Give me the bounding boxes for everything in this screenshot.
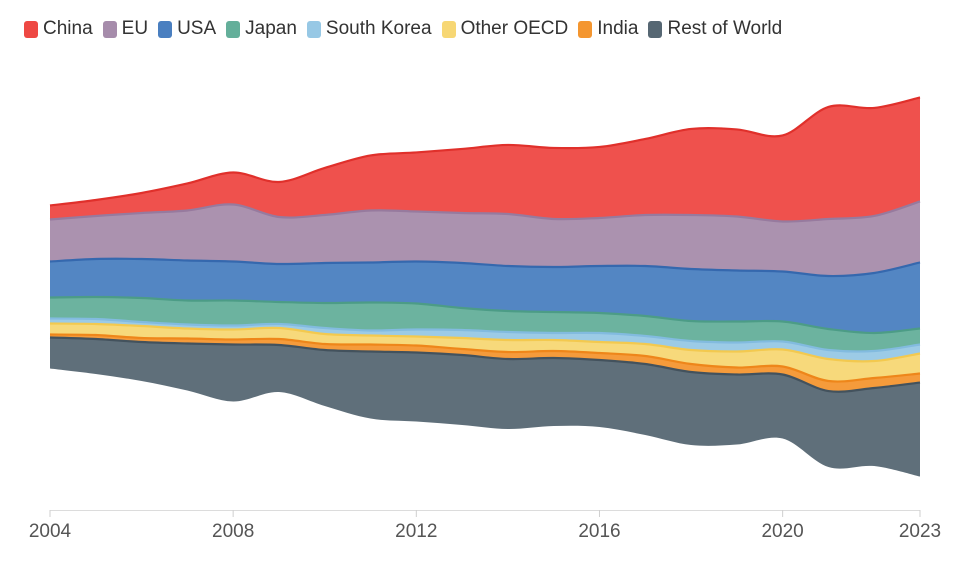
legend-swatch — [158, 20, 173, 38]
legend-item-japan[interactable]: Japan — [226, 17, 297, 41]
x-axis: 2004 2008 2012 2016 2020 2023 — [29, 510, 941, 542]
stream-layer-eu[interactable] — [50, 201, 920, 277]
x-tick-label: 2012 — [395, 521, 437, 542]
stream-layer-usa[interactable] — [50, 258, 920, 334]
x-tick-label: 2023 — [899, 521, 941, 542]
legend-label: USA — [177, 18, 217, 39]
legend-item-rest-of-world[interactable]: Rest of World — [648, 17, 782, 41]
stream-layer-rest-of-world[interactable] — [50, 337, 920, 477]
legend-swatch — [306, 20, 321, 38]
legend-item-china[interactable]: China — [24, 17, 93, 41]
legend-swatch — [648, 20, 663, 38]
legend-swatch — [578, 20, 593, 38]
legend-label: China — [43, 18, 93, 39]
legend-item-south-korea[interactable]: South Korea — [306, 17, 432, 41]
legend-label: Other OECD — [460, 18, 569, 39]
x-tick-label: 2016 — [578, 521, 620, 542]
stream-edge-japan — [49, 295, 921, 335]
stream-layer-india[interactable] — [50, 334, 920, 392]
legend-item-eu[interactable]: EU — [102, 17, 149, 41]
legend-label: Rest of World — [667, 18, 783, 39]
legend-label: India — [597, 18, 639, 39]
legend-label: Japan — [245, 18, 297, 39]
legend-swatch — [24, 20, 38, 38]
legend-swatch — [441, 20, 456, 38]
legend-item-usa[interactable]: USA — [158, 17, 216, 41]
stream-layer-japan[interactable] — [50, 296, 920, 352]
legend-swatch — [102, 20, 117, 38]
stream-edge-south-korea — [49, 317, 921, 353]
x-tick-label: 2004 — [29, 521, 72, 542]
stream-layer-china[interactable] — [50, 97, 920, 222]
stream-edge-other-oecd — [49, 322, 921, 363]
stream-edge-usa — [49, 257, 921, 278]
stream-edge-rest-of-world — [49, 336, 921, 393]
stream-edge-india — [49, 333, 921, 383]
x-tick-label: 2020 — [761, 521, 803, 542]
legend-swatch — [226, 20, 241, 38]
legend-item-india[interactable]: India — [578, 17, 638, 41]
stream-edge-china — [49, 96, 921, 207]
stream-layers — [50, 97, 920, 477]
legend-label: South Korea — [325, 18, 432, 39]
legend-item-other-oecd[interactable]: Other OECD — [441, 17, 569, 41]
stream-edge-eu — [49, 200, 921, 223]
x-tick-label: 2008 — [212, 521, 254, 542]
chart-legend: China EU USA Japan South Korea Other OEC… — [24, 17, 782, 41]
legend-label: EU — [121, 18, 149, 39]
stream-layer-edges — [49, 96, 921, 393]
